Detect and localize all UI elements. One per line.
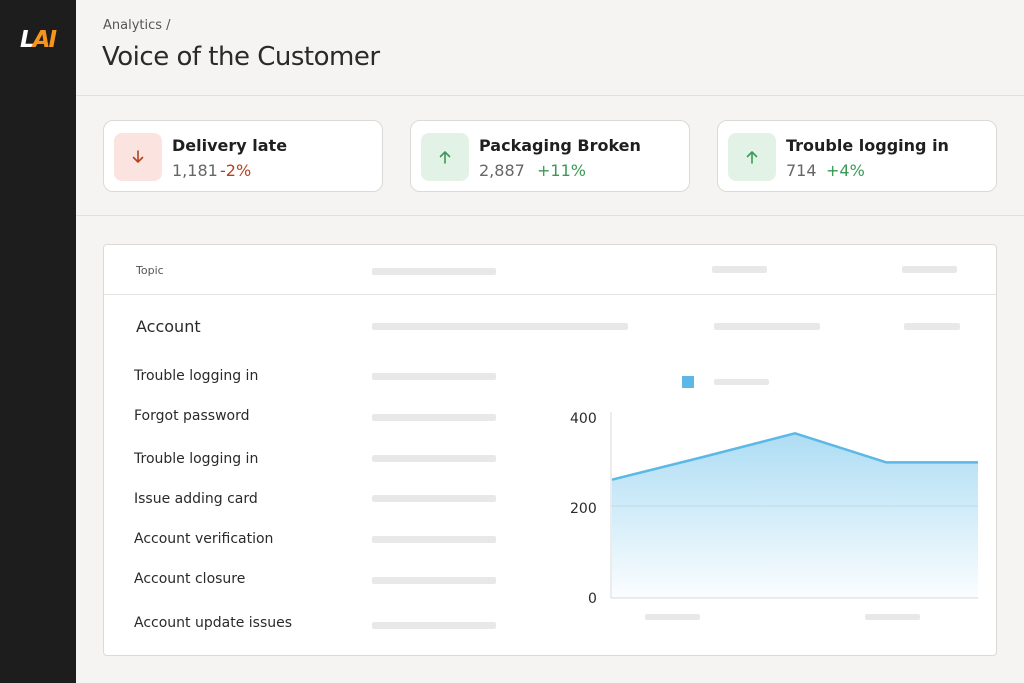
x-tick-placeholder bbox=[865, 614, 920, 620]
header-placeholder bbox=[372, 268, 496, 275]
y-tick-label: 0 bbox=[588, 591, 597, 607]
kpi-delta: +4% bbox=[826, 161, 865, 180]
app-logo[interactable]: LAI bbox=[20, 26, 57, 54]
kpi-card-delivery-late[interactable]: Delivery late 1,181 -2% bbox=[103, 120, 383, 192]
breadcrumb[interactable]: Analytics / bbox=[103, 18, 171, 33]
group-placeholder bbox=[714, 323, 820, 330]
topics-panel: Topic Account Trouble logging in Forgot … bbox=[103, 244, 997, 656]
header-placeholder bbox=[902, 266, 957, 273]
topic-row-label[interactable]: Account verification bbox=[134, 531, 274, 547]
kpi-row: Delivery late 1,181 -2% Packaging Broken… bbox=[76, 96, 1024, 216]
topic-row-label[interactable]: Forgot password bbox=[134, 408, 250, 424]
row-placeholder bbox=[372, 414, 496, 421]
kpi-label: Delivery late bbox=[172, 136, 288, 155]
header-divider bbox=[104, 294, 996, 295]
kpi-count: 2,887 bbox=[479, 161, 525, 180]
page-title: Voice of the Customer bbox=[102, 42, 380, 72]
row-placeholder bbox=[372, 495, 496, 502]
kpi-delta: -2% bbox=[220, 161, 252, 180]
row-placeholder bbox=[372, 455, 496, 462]
logo-letter-l: L bbox=[20, 27, 35, 53]
kpi-count: 1,181 bbox=[172, 161, 218, 180]
row-placeholder bbox=[372, 373, 496, 380]
kpi-delta: +11% bbox=[537, 161, 586, 180]
header-placeholder bbox=[712, 266, 767, 273]
kpi-card-packaging-broken[interactable]: Packaging Broken 2,887 +11% bbox=[410, 120, 690, 192]
page-header: Analytics / Voice of the Customer bbox=[76, 0, 1024, 96]
topic-row-label[interactable]: Account closure bbox=[134, 571, 246, 587]
legend-placeholder bbox=[714, 379, 769, 385]
topic-row-label[interactable]: Account update issues bbox=[134, 615, 293, 631]
arrow-down-icon bbox=[114, 133, 162, 181]
kpi-card-trouble-logging-in[interactable]: Trouble logging in 714 +4% bbox=[717, 120, 997, 192]
series-area bbox=[612, 433, 978, 598]
kpi-label: Packaging Broken bbox=[479, 136, 641, 155]
trend-area-chart: 400 200 0 bbox=[570, 376, 979, 620]
group-placeholder bbox=[372, 323, 628, 330]
row-placeholder bbox=[372, 536, 496, 543]
row-placeholder bbox=[372, 577, 496, 584]
sidebar: LAI bbox=[0, 0, 76, 683]
y-tick-label: 200 bbox=[570, 501, 597, 517]
group-title-account[interactable]: Account bbox=[136, 317, 201, 336]
kpi-label: Trouble logging in bbox=[786, 136, 949, 155]
group-placeholder bbox=[904, 323, 960, 330]
topic-row-label[interactable]: Trouble logging in bbox=[134, 368, 259, 384]
row-placeholder bbox=[372, 622, 496, 629]
column-header-topic[interactable]: Topic bbox=[136, 264, 164, 277]
kpi-count: 714 bbox=[786, 161, 817, 180]
topic-row-label[interactable]: Issue adding card bbox=[134, 491, 258, 507]
y-tick-label: 400 bbox=[570, 411, 597, 427]
topic-row-label[interactable]: Trouble logging in bbox=[134, 451, 259, 467]
logo-letters-ai: AI bbox=[32, 27, 57, 53]
arrow-up-icon bbox=[728, 133, 776, 181]
legend-swatch bbox=[682, 376, 694, 388]
main-content: Analytics / Voice of the Customer Delive… bbox=[76, 0, 1024, 683]
x-tick-placeholder bbox=[645, 614, 700, 620]
arrow-up-icon bbox=[421, 133, 469, 181]
